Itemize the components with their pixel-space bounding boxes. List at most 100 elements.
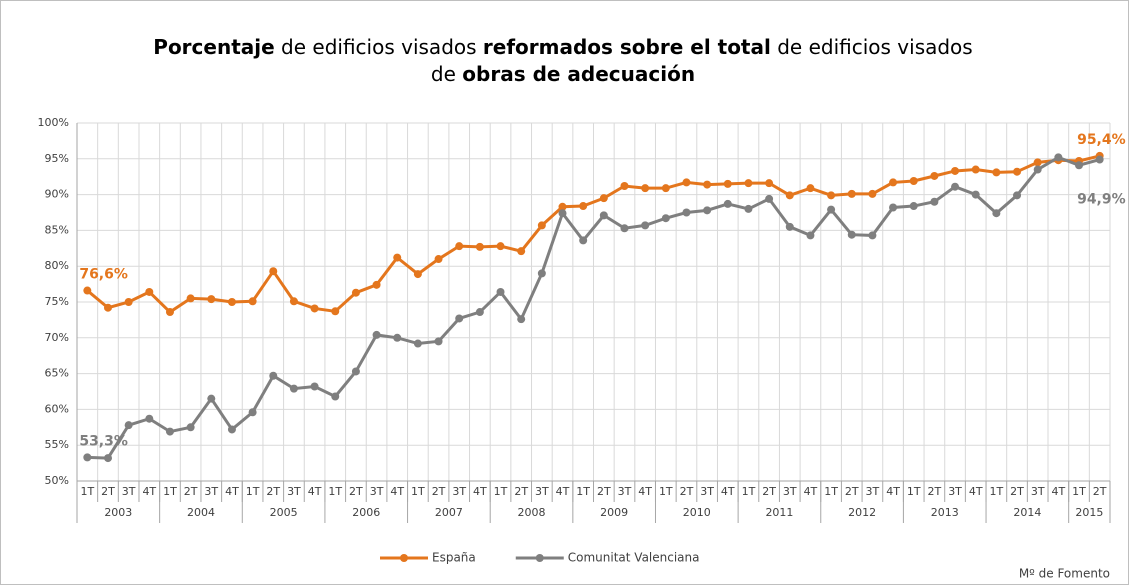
data-point [310, 304, 319, 313]
data-point [1013, 191, 1022, 200]
x-tick-label: 4T [886, 485, 900, 498]
data-point [951, 166, 960, 175]
data-point [703, 180, 712, 189]
data-point [785, 191, 794, 200]
data-point [186, 294, 195, 303]
data-point [682, 208, 691, 217]
data-point [744, 179, 753, 188]
x-tick-label: 4T [556, 485, 570, 498]
data-point [351, 367, 360, 376]
data-point [393, 253, 402, 262]
x-tick-label: 2T [597, 485, 611, 498]
x-tick-label: 4T [142, 485, 156, 498]
data-point [269, 371, 278, 380]
data-point [806, 184, 815, 193]
x-tick-label: 4T [473, 485, 487, 498]
chart-title: de obras de adecuación [431, 62, 695, 86]
source: Mº de Fomento [1019, 567, 1110, 581]
data-point [475, 308, 484, 317]
year-label: 2009 [600, 506, 628, 519]
x-tick-label: 4T [721, 485, 735, 498]
y-tick-label: 65% [45, 367, 69, 380]
data-point [889, 203, 898, 212]
x-tick-label: 1T [659, 485, 673, 498]
data-point [868, 189, 877, 198]
year-label: 2007 [435, 506, 463, 519]
data-point [599, 211, 608, 220]
x-tick-label: 3T [783, 485, 797, 498]
legend-marker [535, 554, 544, 562]
data-point [1033, 165, 1042, 174]
year-label: 2015 [1075, 506, 1103, 519]
data-point [413, 339, 422, 348]
data-point [723, 179, 732, 188]
data-point [827, 205, 836, 214]
x-tick-label: 1T [411, 485, 425, 498]
data-point [806, 231, 815, 240]
data-point [579, 236, 588, 245]
year-label: 2013 [931, 506, 959, 519]
y-tick-label: 55% [45, 438, 69, 451]
data-point [496, 287, 505, 296]
x-tick-label: 2T [349, 485, 363, 498]
x-tick-label: 4T [969, 485, 983, 498]
y-tick-label: 85% [45, 223, 69, 236]
x-tick-label: 2T [1093, 485, 1107, 498]
x-tick-label: 4T [638, 485, 652, 498]
x-tick-label: 1T [990, 485, 1004, 498]
data-point [889, 178, 898, 187]
x-tick-label: 3T [1031, 485, 1045, 498]
data-point [248, 408, 257, 417]
data-point [413, 270, 422, 279]
data-point [207, 295, 216, 304]
x-tick-label: 1T [246, 485, 260, 498]
data-point [310, 382, 319, 391]
data-point [558, 209, 567, 218]
x-tick-label: 3T [287, 485, 301, 498]
year-label: 2005 [270, 506, 298, 519]
data-point [847, 230, 856, 239]
data-point [599, 194, 608, 203]
year-label: 2004 [187, 506, 215, 519]
data-point [971, 190, 980, 199]
x-tick-label: 1T [742, 485, 756, 498]
x-tick-label: 3T [452, 485, 466, 498]
data-point [703, 206, 712, 215]
data-label: 76,6% [79, 267, 128, 283]
data-point [744, 204, 753, 213]
data-point [331, 307, 340, 316]
title-part: Porcentaje [153, 35, 274, 59]
x-tick-label: 2T [184, 485, 198, 498]
legend-label: España [432, 551, 476, 565]
x-tick-label: 2T [432, 485, 446, 498]
data-point [661, 184, 670, 193]
x-tick-label: 3T [700, 485, 714, 498]
data-point [992, 168, 1001, 177]
y-tick-label: 90% [45, 188, 69, 201]
x-tick-label: 2T [928, 485, 942, 498]
x-tick-label: 3T [122, 485, 136, 498]
x-tick-label: 1T [328, 485, 342, 498]
data-point [765, 194, 774, 203]
x-tick-label: 4T [804, 485, 818, 498]
title-part: reformados sobre el total [483, 35, 771, 59]
title-part: de [431, 62, 462, 86]
x-tick-label: 2T [1010, 485, 1024, 498]
data-point [951, 182, 960, 191]
data-point [372, 330, 381, 339]
data-point [930, 171, 939, 180]
data-point [558, 202, 567, 211]
legend-label: Comunitat Valenciana [568, 551, 700, 565]
data-point [475, 242, 484, 251]
x-tick-label: 3T [866, 485, 880, 498]
data-point [165, 427, 174, 436]
data-point [847, 189, 856, 198]
data-label: 53,3% [79, 433, 128, 449]
x-tick-label: 2T [101, 485, 115, 498]
year-label: 2006 [352, 506, 380, 519]
x-tick-label: 4T [308, 485, 322, 498]
title-part: de edificios visados [771, 35, 973, 59]
y-tick-label: 100% [38, 116, 69, 129]
data-point [641, 184, 650, 193]
